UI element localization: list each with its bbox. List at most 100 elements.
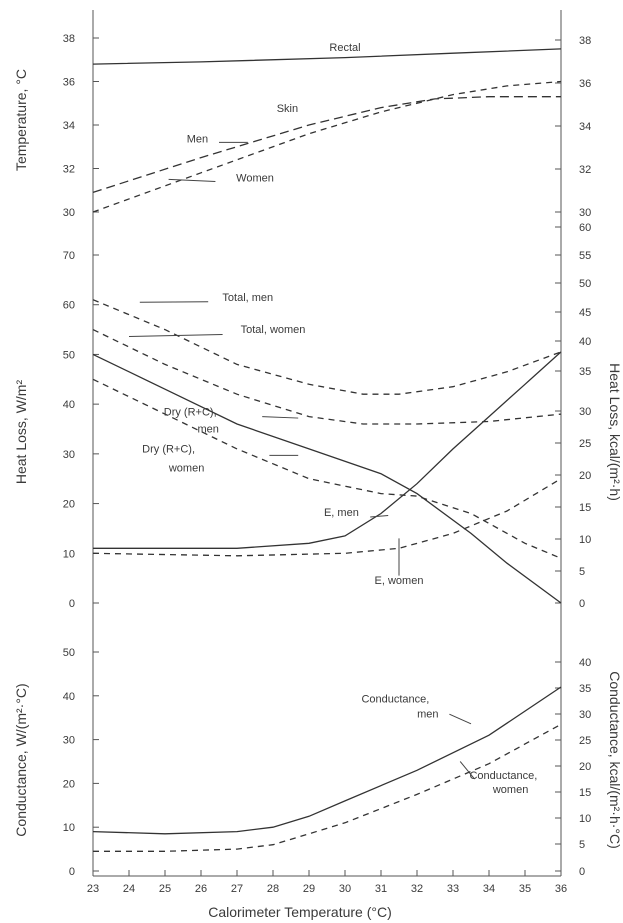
plot-frame: 23 24 25 26 27 28 29 30 31 32 33 34 35 36 30 32 34 36 38 30… — [13, 10, 623, 895]
y-tick-label: 34 — [63, 120, 75, 132]
x-tick-label: 25 — [159, 883, 171, 895]
y-tick-label: 50 — [63, 349, 75, 361]
y-right-tick-label: 38 — [579, 35, 591, 47]
y-right-tick-label: 5 — [579, 566, 585, 578]
y-axis-title: Temperature, °C — [13, 69, 29, 171]
series-line-conductance-men — [92, 686, 562, 835]
annotation-men: Men — [187, 133, 208, 145]
x-tick-label: 29 — [303, 883, 315, 895]
y-right-tick-label: 45 — [579, 307, 591, 319]
y-right-tick-label: 30 — [579, 709, 591, 721]
annotation-leader-line — [168, 178, 216, 183]
y-tick-label: 32 — [63, 164, 75, 176]
annotation-dry-r-c: Dry (R+C), — [142, 443, 195, 455]
series-line-conductance-women — [93, 723, 562, 852]
y-tick-label: 40 — [63, 691, 75, 703]
x-tick-label: 32 — [411, 883, 423, 895]
y-axis-title: Heat Loss, W/m² — [13, 380, 29, 485]
y-tick-label: 10 — [63, 822, 75, 834]
x-tick-label: 26 — [195, 883, 207, 895]
series-line-e-women — [92, 478, 562, 557]
annotation-leader-line — [370, 515, 389, 518]
annotation-men: men — [197, 423, 218, 435]
y-tick-label: 38 — [63, 33, 75, 45]
annotation-e-men: E, men — [324, 507, 359, 519]
y-right-axis-title: Conductance, kcal/(m²·h·°C) — [607, 671, 623, 849]
annotation-e-women: E, women — [375, 575, 424, 587]
y-right-tick-label: 40 — [579, 657, 591, 669]
annotation-leader-line — [459, 761, 475, 780]
x-tick-label: 27 — [231, 883, 243, 895]
y-right-tick-label: 55 — [579, 250, 591, 262]
y-tick-label: 0 — [69, 866, 75, 878]
y-right-tick-label: 50 — [579, 278, 591, 290]
annotation-rectal: Rectal — [329, 42, 360, 54]
series-line-dry-r-c-men — [92, 353, 562, 604]
series-line-total-women — [92, 329, 562, 425]
y-right-tick-label: 25 — [579, 735, 591, 747]
x-tick-label: 34 — [483, 883, 495, 895]
y-right-tick-label: 25 — [579, 438, 591, 450]
series-line-e-men — [93, 351, 562, 549]
y-axis-title: Conductance, W/(m²·°C) — [13, 683, 29, 836]
annotation-leader-line — [128, 334, 223, 338]
annotation-total-women: Total, women — [241, 324, 306, 336]
series-line-skin-men — [92, 96, 561, 194]
x-tick-label: 28 — [267, 883, 279, 895]
y-right-tick-label: 20 — [579, 761, 591, 773]
y-right-tick-label: 60 — [579, 222, 591, 234]
y-right-tick-label: 0 — [579, 866, 585, 878]
x-tick-label: 30 — [339, 883, 351, 895]
y-tick-label: 20 — [63, 778, 75, 790]
y-tick-label: 70 — [63, 250, 75, 262]
y-tick-label: 30 — [63, 207, 75, 219]
y-tick-label: 10 — [63, 548, 75, 560]
y-right-tick-label: 30 — [579, 406, 591, 418]
y-right-tick-label: 5 — [579, 839, 585, 851]
y-tick-label: 20 — [63, 499, 75, 511]
y-right-tick-label: 10 — [579, 534, 591, 546]
y-tick-label: 30 — [63, 449, 75, 461]
y-right-tick-label: 30 — [579, 207, 591, 219]
series-line-dry-r-c-women — [92, 378, 562, 559]
x-axis-title: Calorimeter Temperature (°C) — [208, 904, 392, 920]
annotation-men: men — [417, 709, 438, 721]
y-right-tick-label: 15 — [579, 502, 591, 514]
y-tick-label: 40 — [63, 399, 75, 411]
y-right-tick-label: 0 — [579, 598, 585, 610]
x-tick-label: 33 — [447, 883, 459, 895]
annotation-total-men: Total, men — [222, 292, 273, 304]
y-right-tick-label: 20 — [579, 470, 591, 482]
annotation-conductance: Conductance, — [469, 770, 537, 782]
y-right-tick-label: 35 — [579, 683, 591, 695]
y-tick-label: 36 — [63, 77, 75, 89]
annotation-conductance: Conductance, — [361, 693, 429, 705]
y-right-tick-label: 34 — [579, 121, 591, 133]
y-tick-label: 60 — [63, 300, 75, 312]
annotation-dry-r-c: Dry (R+C), — [164, 407, 217, 419]
y-right-tick-label: 15 — [579, 787, 591, 799]
y-tick-label: 50 — [63, 647, 75, 659]
y-right-tick-label: 35 — [579, 366, 591, 378]
y-tick-label: 0 — [69, 598, 75, 610]
y-right-tick-label: 10 — [579, 813, 591, 825]
y-tick-label: 30 — [63, 735, 75, 747]
annotation-women: women — [168, 462, 204, 474]
series-line-rectal — [92, 48, 562, 65]
x-tick-label: 31 — [375, 883, 387, 895]
annotation-women: Women — [236, 173, 274, 185]
annotation-women: women — [492, 784, 528, 796]
annotation-leader-line — [449, 713, 472, 725]
annotation-leader-line — [262, 416, 299, 419]
y-right-tick-label: 40 — [579, 336, 591, 348]
x-tick-label: 36 — [555, 883, 567, 895]
y-right-tick-label: 36 — [579, 78, 591, 90]
x-tick-label: 35 — [519, 883, 531, 895]
series-line-skin-women — [92, 80, 562, 213]
chart-marks: Rectal Skin Men Women Total, men Total, women… — [92, 42, 562, 852]
x-tick-label: 24 — [123, 883, 135, 895]
y-right-axis-title: Heat Loss, kcal/(m²·h) — [607, 363, 623, 501]
annotation-skin: Skin — [277, 103, 298, 115]
x-tick-label: 23 — [87, 883, 99, 895]
